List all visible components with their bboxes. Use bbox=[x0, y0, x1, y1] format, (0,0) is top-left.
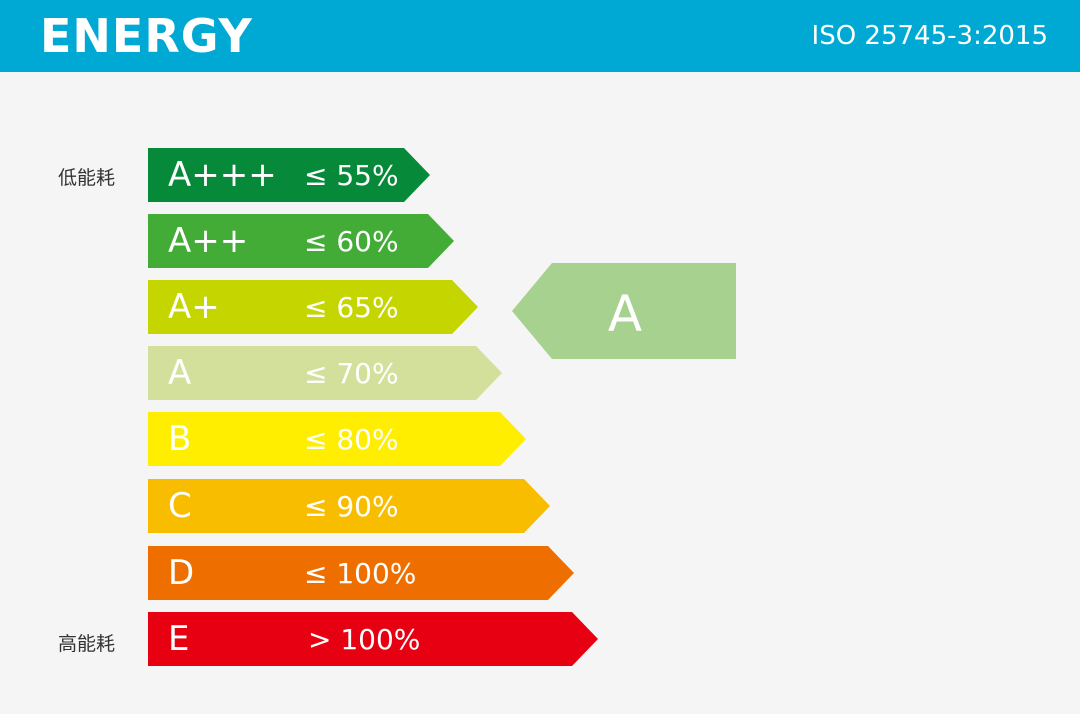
class-threshold: ≤ 90% bbox=[304, 490, 399, 523]
bar-arrow-shape bbox=[148, 280, 478, 334]
bar-arrow-shape bbox=[148, 346, 502, 400]
bar-arrow-polygon bbox=[148, 412, 526, 466]
class-label: A+++ bbox=[168, 155, 277, 195]
class-label: E bbox=[168, 619, 190, 659]
class-threshold: ≤ 70% bbox=[304, 357, 399, 390]
class-label: A+ bbox=[168, 287, 220, 327]
rating-indicator-arrow bbox=[512, 263, 736, 359]
class-label: A++ bbox=[168, 221, 249, 261]
bar-arrow-polygon bbox=[148, 346, 502, 400]
class-label: C bbox=[168, 486, 192, 526]
class-threshold: ≤ 60% bbox=[304, 225, 399, 258]
class-bar-a-plus: A+ ≤ 65% bbox=[148, 280, 480, 334]
rating-indicator-label: A bbox=[607, 285, 643, 343]
bar-arrow-shape bbox=[148, 612, 598, 666]
low-consumption-label: 低能耗 bbox=[58, 167, 116, 189]
class-threshold: ≤ 55% bbox=[304, 159, 399, 192]
class-bar-a-plus-plus-plus: A+++ ≤ 55% bbox=[148, 148, 432, 202]
bar-arrow-polygon bbox=[148, 214, 454, 268]
class-threshold: ≤ 100% bbox=[304, 557, 417, 590]
class-threshold: > 100% bbox=[308, 623, 421, 656]
bar-arrow-shape bbox=[148, 479, 550, 533]
class-threshold: ≤ 80% bbox=[304, 423, 399, 456]
class-label: D bbox=[168, 553, 195, 593]
bar-arrow-shape bbox=[148, 546, 574, 600]
standard-code: ISO 25745-3:2015 bbox=[811, 21, 1048, 51]
class-label: B bbox=[168, 419, 192, 459]
bar-arrow-shape bbox=[148, 214, 454, 268]
class-threshold: ≤ 65% bbox=[304, 291, 399, 324]
bar-arrow-polygon bbox=[148, 280, 478, 334]
class-bar-e: E > 100% bbox=[148, 612, 600, 666]
class-bar-c: C ≤ 90% bbox=[148, 479, 552, 533]
class-bar-b: B ≤ 80% bbox=[148, 412, 528, 466]
header-banner: ENERGY ISO 25745-3:2015 bbox=[0, 0, 1080, 72]
bar-arrow-polygon bbox=[148, 479, 550, 533]
class-label: A bbox=[168, 353, 192, 393]
class-bar-d: D ≤ 100% bbox=[148, 546, 576, 600]
bar-arrow-polygon bbox=[148, 612, 598, 666]
class-bar-a: A ≤ 70% bbox=[148, 346, 504, 400]
bar-arrow-shape bbox=[148, 412, 526, 466]
bar-arrow-polygon bbox=[148, 546, 574, 600]
bar-arrow-polygon bbox=[148, 148, 430, 202]
high-consumption-label: 高能耗 bbox=[58, 633, 116, 655]
class-bar-a-plus-plus: A++ ≤ 60% bbox=[148, 214, 456, 268]
header-title: ENERGY bbox=[40, 9, 253, 63]
bar-arrow-shape bbox=[148, 148, 430, 202]
rating-indicator-polygon bbox=[512, 263, 736, 359]
